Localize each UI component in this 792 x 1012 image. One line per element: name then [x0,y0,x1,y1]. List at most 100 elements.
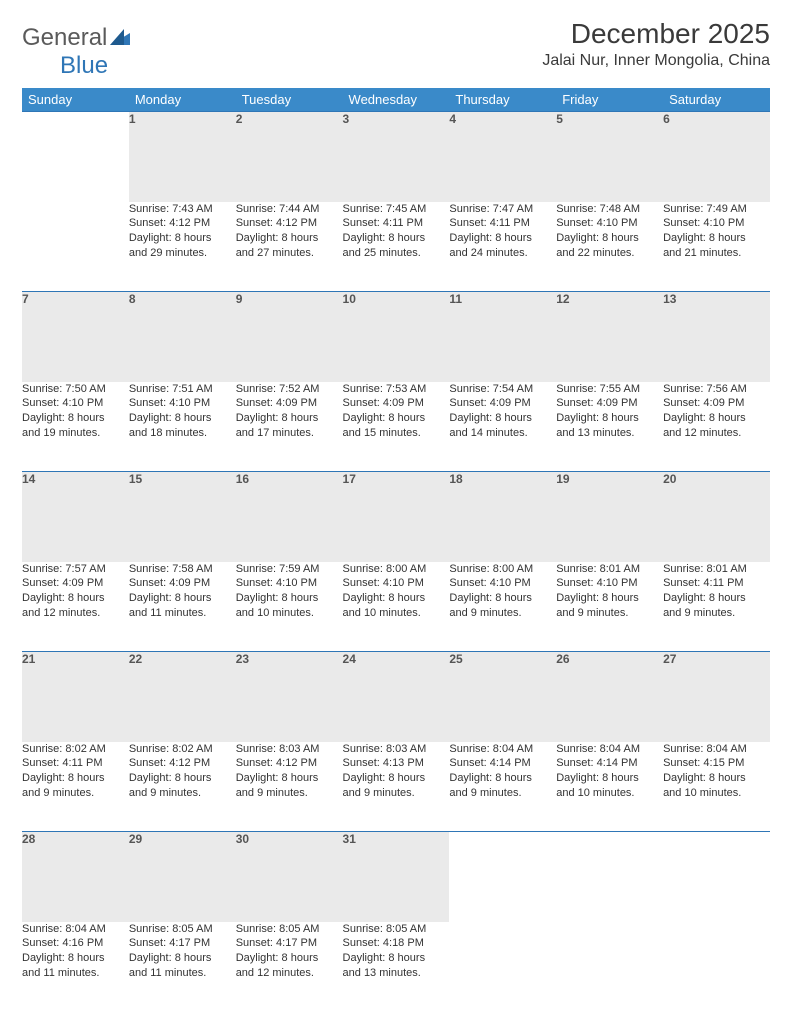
day-number: 2 [236,112,243,126]
day-number-cell: 10 [343,292,450,382]
day-d2: and 10 minutes. [663,786,770,801]
day-d1: Daylight: 8 hours [556,771,663,786]
weekday-header: Sunday [22,88,129,112]
day-content-cell: Sunrise: 8:01 AMSunset: 4:10 PMDaylight:… [556,562,663,652]
day-number-cell: 6 [663,112,770,202]
day-number-cell [22,112,129,202]
day-number-cell: 29 [129,832,236,922]
day-content-cell [449,922,556,1012]
day-number: 8 [129,292,136,306]
day-number-cell: 5 [556,112,663,202]
day-number-cell: 18 [449,472,556,562]
day-number: 24 [343,652,356,666]
day-ss: Sunset: 4:14 PM [556,756,663,771]
day-d1: Daylight: 8 hours [236,771,343,786]
day-number-cell: 21 [22,652,129,742]
day-number: 5 [556,112,563,126]
day-content-cell: Sunrise: 7:52 AMSunset: 4:09 PMDaylight:… [236,382,343,472]
day-number: 21 [22,652,35,666]
day-ss: Sunset: 4:09 PM [236,396,343,411]
day-sr: Sunrise: 7:49 AM [663,202,770,217]
day-ss: Sunset: 4:11 PM [663,576,770,591]
day-d1: Daylight: 8 hours [343,591,450,606]
day-d1: Daylight: 8 hours [449,591,556,606]
day-sr: Sunrise: 7:56 AM [663,382,770,397]
day-ss: Sunset: 4:09 PM [129,576,236,591]
day-ss: Sunset: 4:17 PM [129,936,236,951]
day-number-cell: 17 [343,472,450,562]
day-sr: Sunrise: 7:47 AM [449,202,556,217]
day-sr: Sunrise: 8:05 AM [343,922,450,937]
day-sr: Sunrise: 8:04 AM [556,742,663,757]
day-number: 20 [663,472,676,486]
day-content-cell: Sunrise: 8:04 AMSunset: 4:16 PMDaylight:… [22,922,129,1012]
day-d1: Daylight: 8 hours [663,771,770,786]
day-number-cell: 12 [556,292,663,382]
day-d1: Daylight: 8 hours [556,591,663,606]
day-d2: and 9 minutes. [449,786,556,801]
day-sr: Sunrise: 7:55 AM [556,382,663,397]
day-ss: Sunset: 4:12 PM [129,216,236,231]
day-ss: Sunset: 4:09 PM [556,396,663,411]
day-number-cell: 22 [129,652,236,742]
day-ss: Sunset: 4:10 PM [343,576,450,591]
day-d1: Daylight: 8 hours [556,231,663,246]
day-d2: and 9 minutes. [236,786,343,801]
day-d2: and 12 minutes. [236,966,343,981]
day-sr: Sunrise: 7:59 AM [236,562,343,577]
day-d2: and 21 minutes. [663,246,770,261]
day-d2: and 9 minutes. [663,606,770,621]
day-number: 23 [236,652,249,666]
day-content-cell: Sunrise: 7:58 AMSunset: 4:09 PMDaylight:… [129,562,236,652]
day-content-cell: Sunrise: 8:05 AMSunset: 4:18 PMDaylight:… [343,922,450,1012]
day-d1: Daylight: 8 hours [236,231,343,246]
day-d2: and 27 minutes. [236,246,343,261]
day-ss: Sunset: 4:10 PM [129,396,236,411]
day-d2: and 11 minutes. [129,966,236,981]
day-number: 26 [556,652,569,666]
day-ss: Sunset: 4:09 PM [22,576,129,591]
day-number-cell: 16 [236,472,343,562]
day-sr: Sunrise: 8:03 AM [236,742,343,757]
day-content-cell: Sunrise: 7:51 AMSunset: 4:10 PMDaylight:… [129,382,236,472]
day-d1: Daylight: 8 hours [663,231,770,246]
day-d1: Daylight: 8 hours [663,591,770,606]
day-content-cell: Sunrise: 8:02 AMSunset: 4:12 PMDaylight:… [129,742,236,832]
day-number-cell: 31 [343,832,450,922]
day-sr: Sunrise: 7:51 AM [129,382,236,397]
day-ss: Sunset: 4:13 PM [343,756,450,771]
day-d2: and 10 minutes. [556,786,663,801]
day-content-cell: Sunrise: 7:57 AMSunset: 4:09 PMDaylight:… [22,562,129,652]
day-content-cell: Sunrise: 7:53 AMSunset: 4:09 PMDaylight:… [343,382,450,472]
day-sr: Sunrise: 7:44 AM [236,202,343,217]
day-ss: Sunset: 4:10 PM [449,576,556,591]
day-number: 3 [343,112,350,126]
day-number: 18 [449,472,462,486]
day-ss: Sunset: 4:12 PM [129,756,236,771]
day-content-cell: Sunrise: 7:45 AMSunset: 4:11 PMDaylight:… [343,202,450,292]
location: Jalai Nur, Inner Mongolia, China [542,52,770,70]
day-ss: Sunset: 4:16 PM [22,936,129,951]
day-d1: Daylight: 8 hours [22,951,129,966]
day-sr: Sunrise: 7:54 AM [449,382,556,397]
day-d2: and 14 minutes. [449,426,556,441]
day-number-cell [449,832,556,922]
day-d1: Daylight: 8 hours [129,771,236,786]
day-content-cell: Sunrise: 8:04 AMSunset: 4:15 PMDaylight:… [663,742,770,832]
day-d2: and 13 minutes. [556,426,663,441]
day-number: 17 [343,472,356,486]
day-number-cell: 27 [663,652,770,742]
logo: General [22,24,132,52]
day-d2: and 29 minutes. [129,246,236,261]
day-ss: Sunset: 4:10 PM [236,576,343,591]
day-sr: Sunrise: 8:00 AM [343,562,450,577]
day-number: 13 [663,292,676,306]
day-d2: and 11 minutes. [129,606,236,621]
day-content-cell: Sunrise: 7:43 AMSunset: 4:12 PMDaylight:… [129,202,236,292]
day-number-cell: 1 [129,112,236,202]
day-ss: Sunset: 4:09 PM [663,396,770,411]
day-ss: Sunset: 4:17 PM [236,936,343,951]
day-d2: and 12 minutes. [22,606,129,621]
day-d2: and 12 minutes. [663,426,770,441]
day-number-cell: 15 [129,472,236,562]
